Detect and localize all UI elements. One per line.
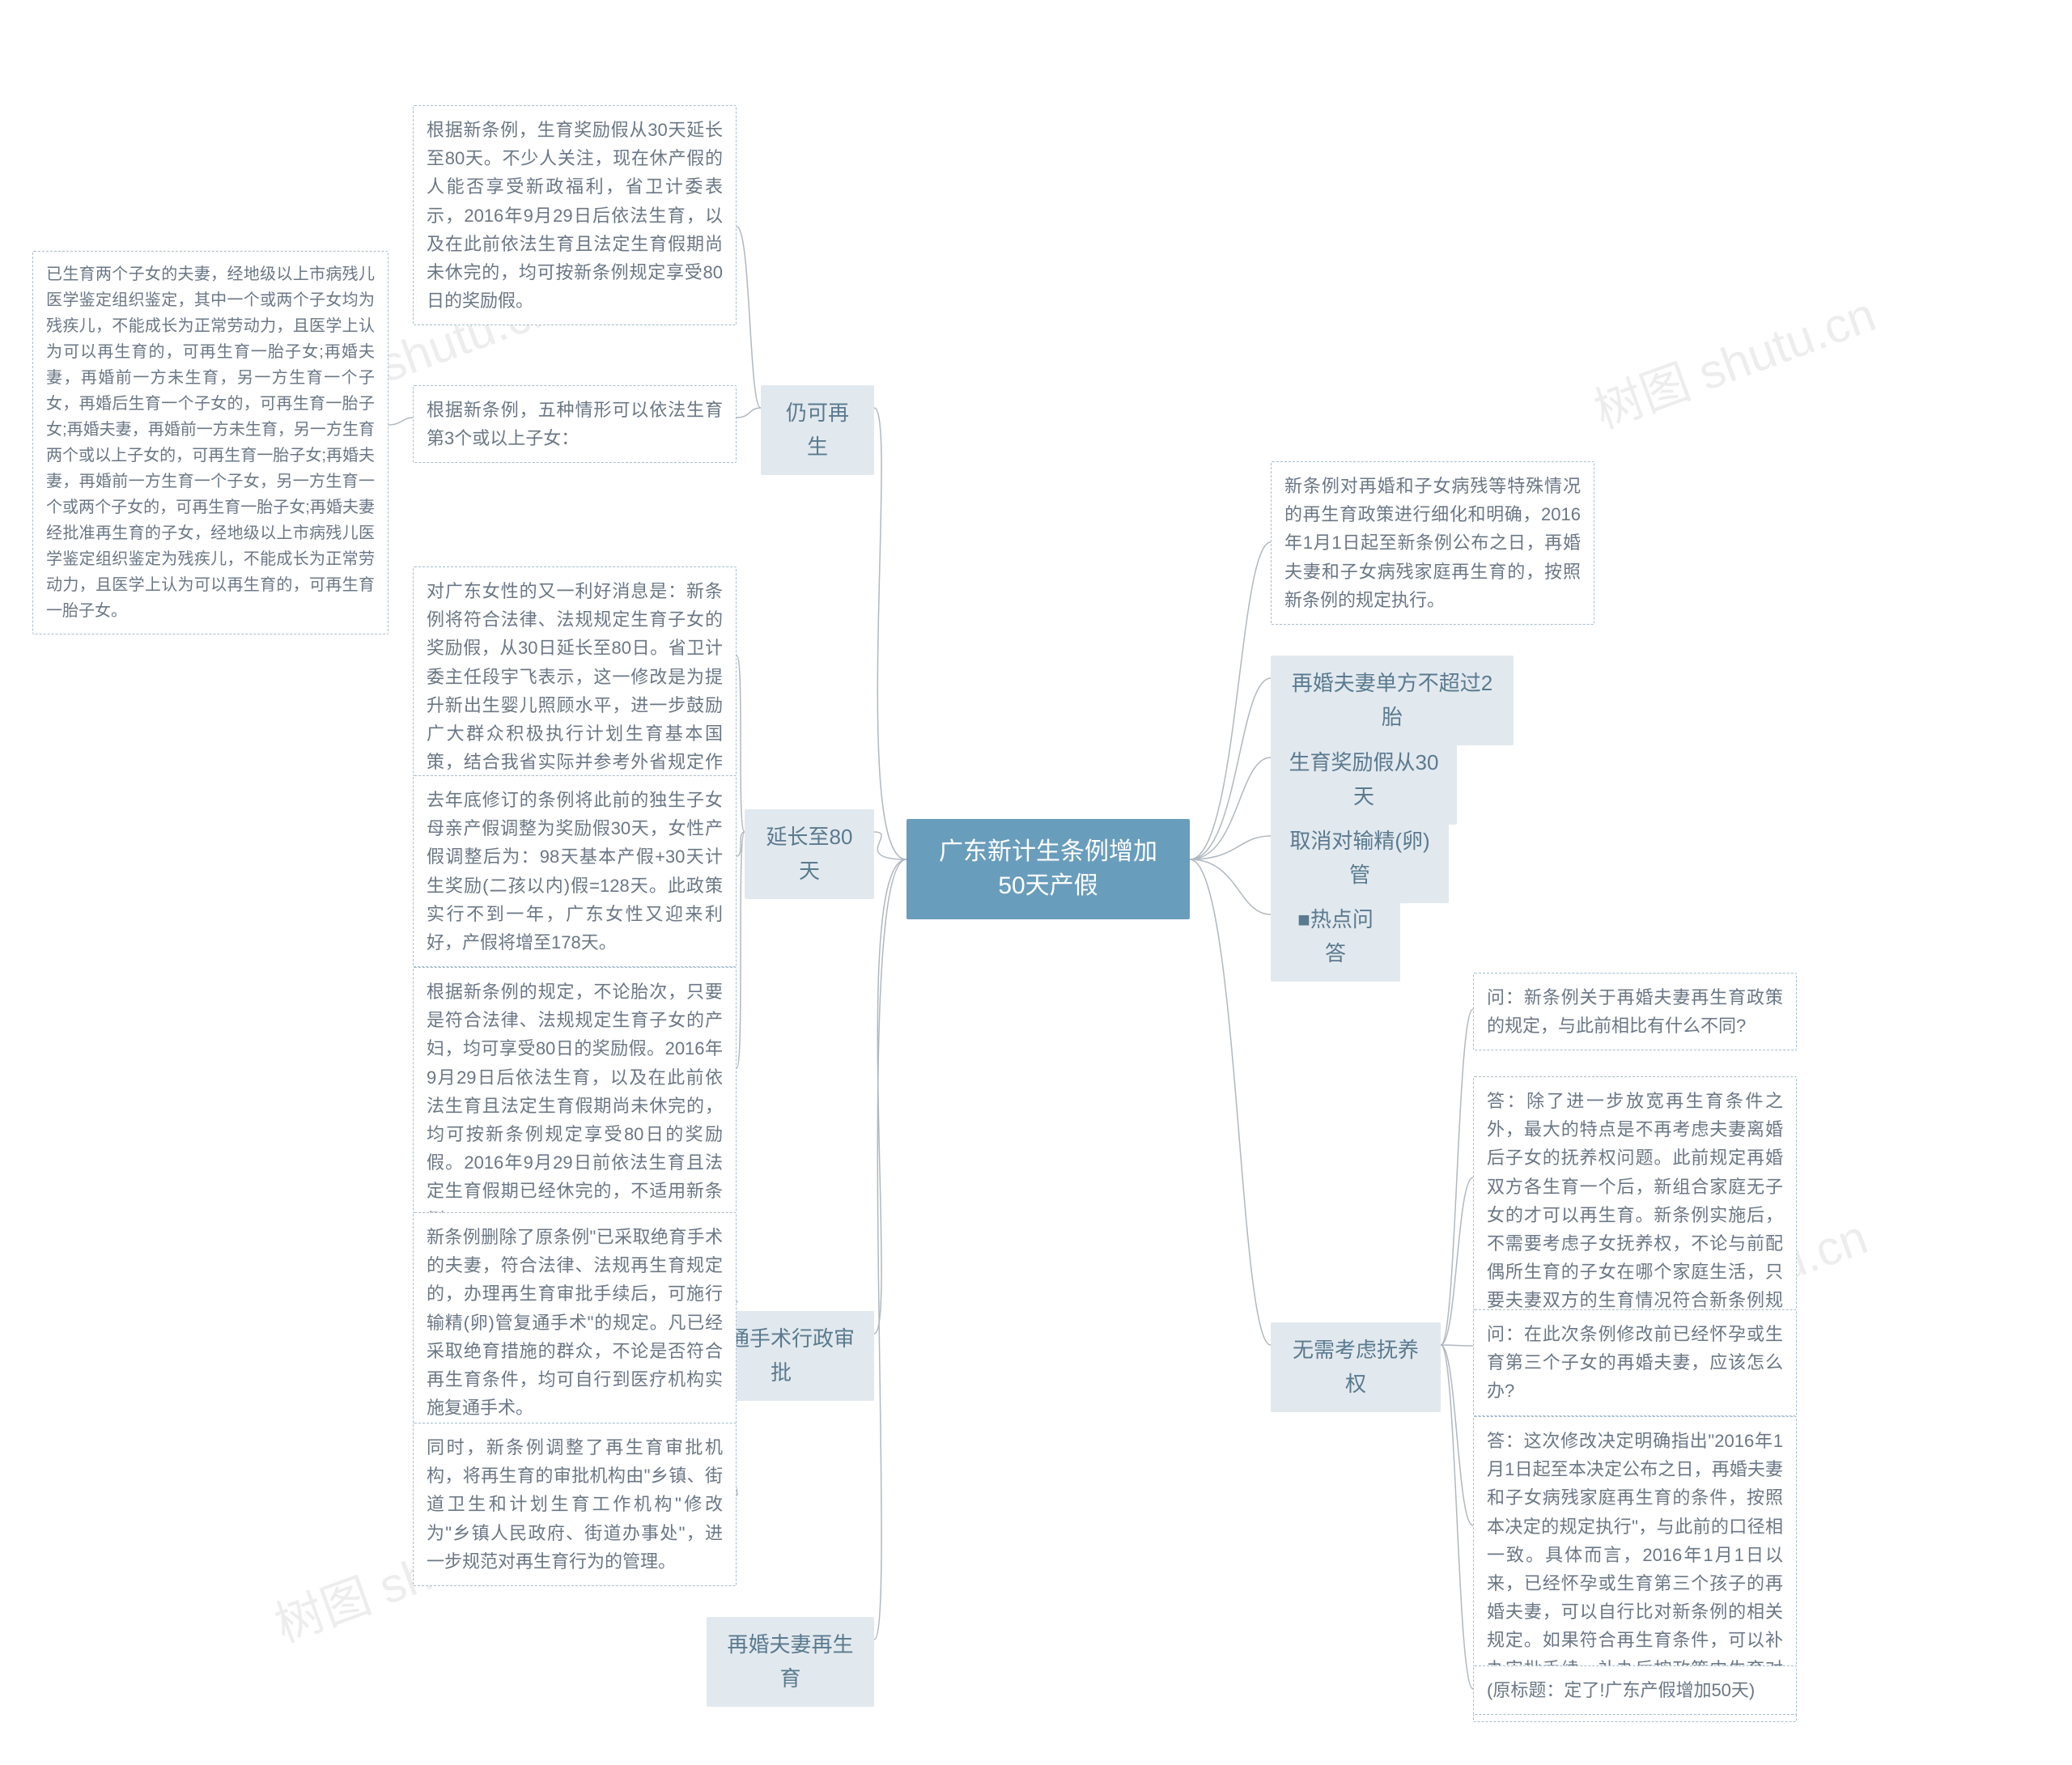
branch-reward-30[interactable]: 生育奖励假从30天 [1271,735,1457,825]
watermark-2: 树图 shutu.cn [1583,275,1883,442]
branch-remarried-regenerate[interactable]: 再婚夫妻再生育 [707,1617,874,1707]
detail-l3-2: 同时，新条例调整了再生育审批机构，将再生育的审批机构由"乡镇、街道卫生和计划生育… [413,1423,737,1586]
detail-l2-3: 根据新条例的规定，不论胎次，只要是符合法律、法规规定生育子女的产妇，均可享受80… [413,967,737,1245]
detail-l2-2: 去年底修订的条例将此前的独生子女母亲产假调整为奖励假30天，女性产假调整后为：9… [413,775,737,967]
branch-remarried-max2[interactable]: 再婚夫妻单方不超过2胎 [1271,656,1514,745]
branch-no-custody[interactable]: 无需考虑抚养权 [1271,1322,1441,1412]
detail-l1-1: 根据新条例，生育奖励假从30天延长至80天。不少人关注，现在休产假的人能否享受新… [413,105,737,325]
detail-r6-3: 问：在此次条例修改前已经怀孕或生育第三个子女的再婚夫妻，应该怎么办? [1473,1309,1797,1416]
detail-l1-2: 根据新条例，五种情形可以依法生育第3个或以上子女： [413,385,737,463]
branch-faq[interactable]: ■热点问答 [1271,892,1400,982]
detail-r1: 新条例对再婚和子女病残等特殊情况的再生育政策进行细化和明确，2016年1月1日起… [1271,461,1594,625]
detail-r6-5: (原标题：定了!广东产假增加50天) [1473,1665,1797,1715]
detail-l1-2-sub: 已生育两个子女的夫妻，经地级以上市病残儿医学鉴定组织鉴定，其中一个或两个子女均为… [32,251,388,634]
root-node[interactable]: 广东新计生条例增加50天产假 [906,819,1190,919]
branch-still-regenerate[interactable]: 仍可再生 [761,385,874,475]
branch-extend-80[interactable]: 延长至80天 [745,809,874,899]
branch-cancel-tube[interactable]: 取消对输精(卵)管 [1271,813,1449,903]
detail-l3-1: 新条例删除了原条例"已采取绝育手术的夫妻，符合法律、法规再生育规定的，办理再生育… [413,1212,737,1432]
detail-r6-1: 问：新条例关于再婚夫妻再生育政策的规定，与此前相比有什么不同? [1473,973,1797,1050]
